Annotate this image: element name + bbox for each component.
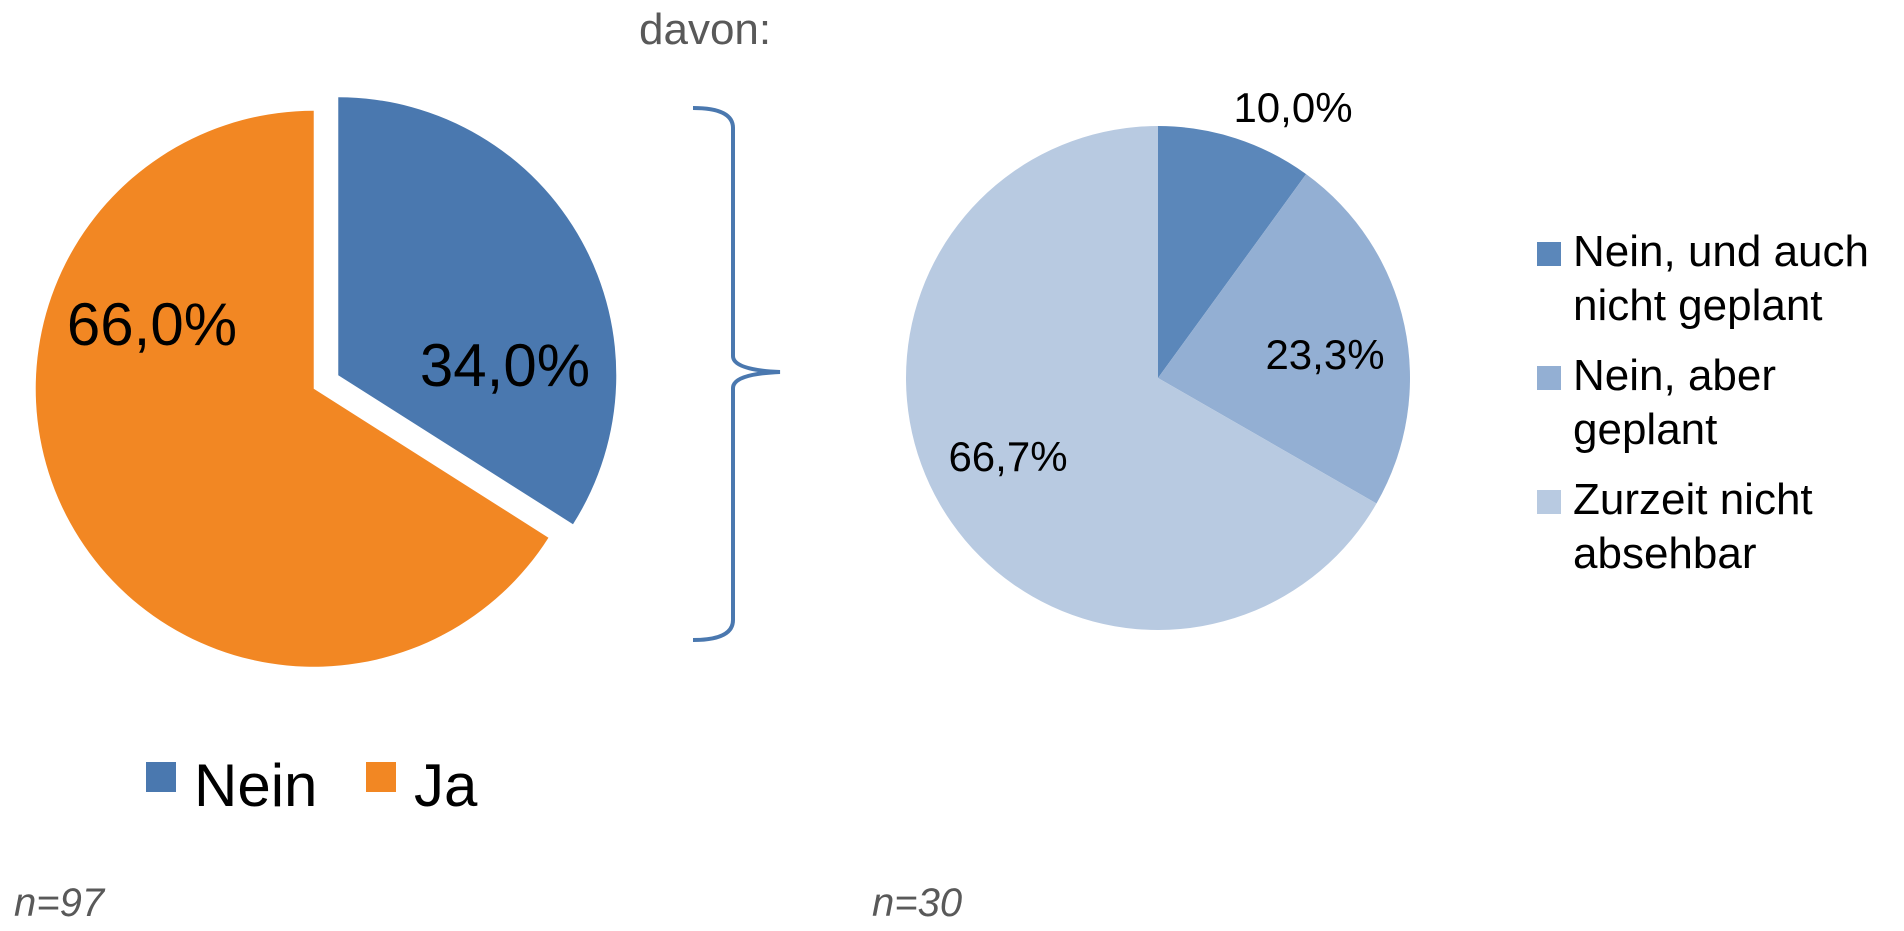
pie-slice-nein-und-auch-nicht-geplant bbox=[1158, 126, 1307, 378]
pie-slice-zurzeit-nicht-absehbar bbox=[906, 126, 1377, 630]
pie-main: 34,0% 66,0% bbox=[35, 97, 617, 667]
pie-slice-nein-aber-geplant bbox=[1158, 174, 1410, 504]
legend-label-nein-und-auch-nicht-geplant: Nein, und auch nicht geplant bbox=[1573, 227, 1869, 330]
legend-label-nein: Nein bbox=[194, 752, 317, 819]
legend-label-ja: Ja bbox=[414, 752, 478, 819]
data-label-nein-aber-geplant: 23,3% bbox=[1265, 331, 1384, 378]
legend-swatch-nein bbox=[146, 762, 176, 792]
data-label-nein-und-auch-nicht-geplant: 10,0% bbox=[1233, 84, 1352, 131]
data-label-zurzeit-nicht-absehbar: 66,7% bbox=[948, 433, 1067, 480]
pie-sub: 10,0% 23,3% 66,7% bbox=[906, 84, 1410, 630]
legend-label-nein-aber-geplant: Nein, aber geplant bbox=[1573, 351, 1776, 454]
legend-swatch-nein-aber-geplant bbox=[1537, 366, 1561, 390]
legend-swatch-ja bbox=[366, 762, 396, 792]
data-label-nein: 34,0% bbox=[420, 332, 590, 399]
legend-swatch-zurzeit-nicht-absehbar bbox=[1537, 490, 1561, 514]
data-label-ja: 66,0% bbox=[67, 291, 237, 358]
legend-swatch-nein-und-auch-nicht-geplant bbox=[1537, 242, 1561, 266]
curly-brace bbox=[692, 106, 781, 642]
sample-size-sub: n=30 bbox=[872, 881, 962, 925]
legend-main: Nein Ja bbox=[146, 752, 478, 819]
pie-slice-nein bbox=[338, 97, 617, 525]
pie-slice-ja bbox=[35, 110, 549, 667]
sample-size-main: n=97 bbox=[14, 881, 106, 925]
legend-label-zurzeit-nicht-absehbar: Zurzeit nicht absehbar bbox=[1573, 475, 1813, 578]
davon-label: davon: bbox=[639, 5, 771, 54]
legend-sub: Nein, und auch nicht geplant Nein, aber gep… bbox=[1537, 227, 1869, 578]
